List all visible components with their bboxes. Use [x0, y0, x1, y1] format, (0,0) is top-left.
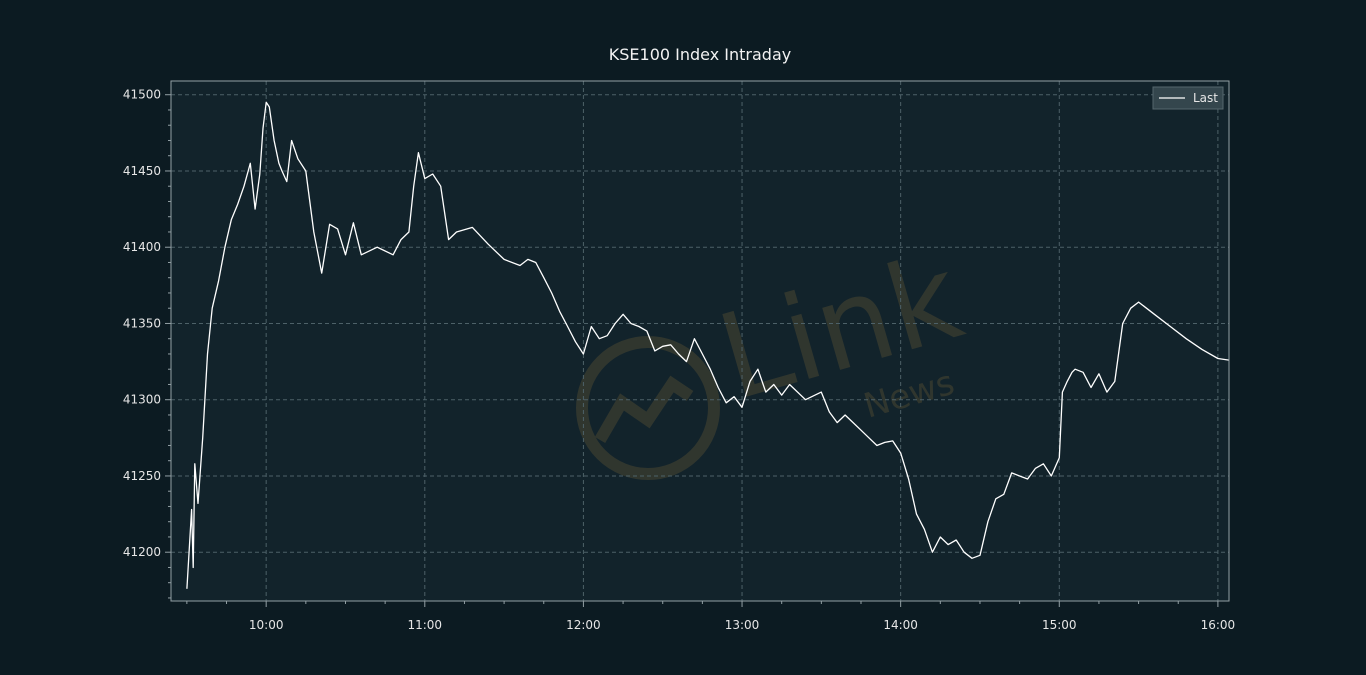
x-tick-label: 15:00	[1042, 618, 1077, 632]
y-tick-label: 41250	[123, 469, 161, 483]
watermark-logo-arrow	[594, 375, 694, 444]
y-tick-label: 41450	[123, 164, 161, 178]
plot-area	[171, 81, 1229, 601]
chart-title: KSE100 Index Intraday	[609, 45, 791, 64]
plot-frame	[170, 80, 1230, 602]
x-tick-label: 12:00	[566, 618, 601, 632]
x-tick-label: 16:00	[1201, 618, 1236, 632]
x-tick-label: 13:00	[725, 618, 760, 632]
x-tick-label: 10:00	[249, 618, 284, 632]
y-tick-label: 41200	[123, 545, 161, 559]
y-tick-label: 41300	[123, 393, 161, 407]
y-tick-label: 41400	[123, 240, 161, 254]
legend-label: Last	[1193, 91, 1218, 105]
x-tick-label: 11:00	[407, 618, 442, 632]
legend-box	[1152, 86, 1224, 110]
grid	[171, 81, 1229, 601]
y-tick-label: 41500	[123, 88, 161, 102]
legend: Last	[1152, 86, 1224, 110]
series-line-last	[186, 101, 1230, 589]
series-layer	[186, 101, 1230, 589]
axes: 41200 41250 41300 41350 41400 41450 41500 10:00…	[123, 80, 1236, 632]
x-tick-label: 14:00	[883, 618, 918, 632]
watermark-logo-ring	[576, 336, 720, 480]
y-tick-label: 41350	[123, 316, 161, 330]
